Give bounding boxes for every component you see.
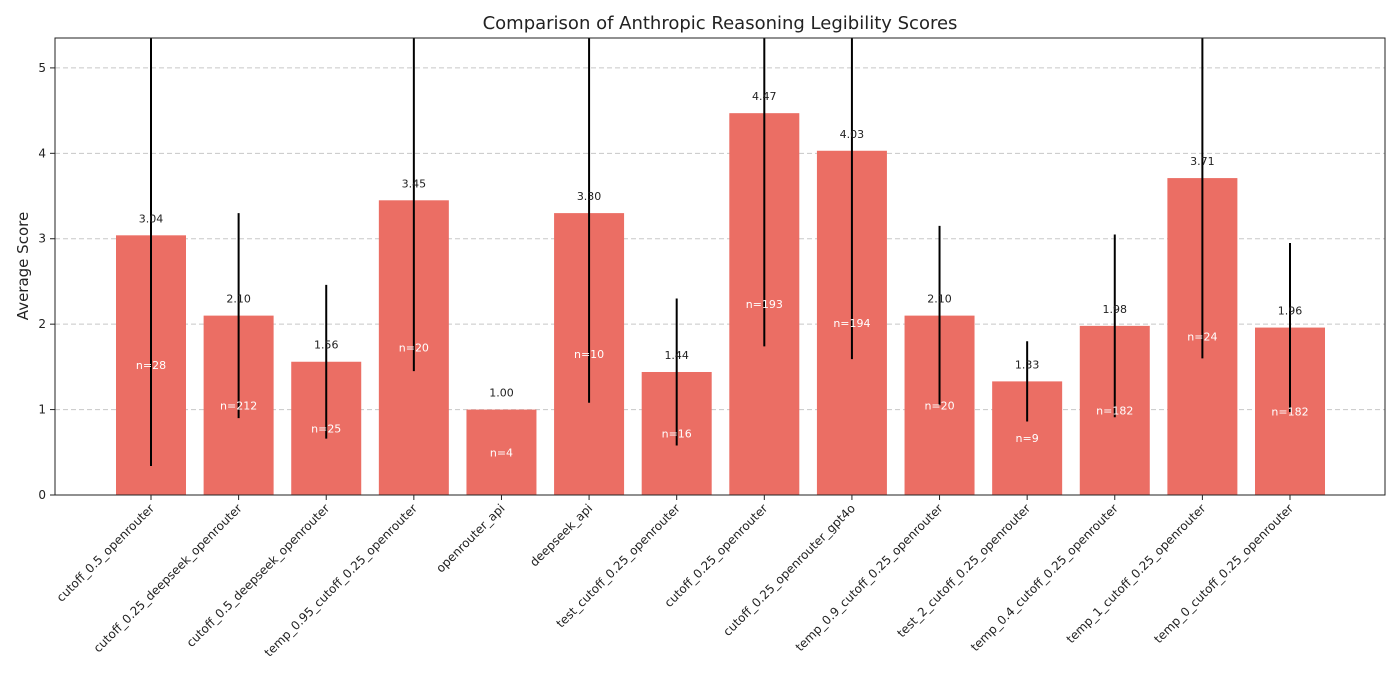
count-label: n=182 (1096, 404, 1133, 417)
count-label: n=194 (833, 317, 870, 330)
value-label: 4.03 (840, 128, 865, 141)
x-tick-label: temp_1_cutoff_0.25_openrouter (1064, 501, 1209, 646)
x-tick-label: cutoff_0.5_deepseek_openrouter (184, 501, 333, 650)
count-label: n=182 (1271, 405, 1308, 418)
x-tick-label: temp_0.9_cutoff_0.25_openrouter (793, 501, 946, 654)
count-label: n=4 (490, 446, 513, 459)
x-tick-label: temp_0_cutoff_0.25_openrouter (1151, 501, 1296, 646)
count-label: n=193 (746, 298, 783, 311)
value-label: 1.44 (664, 349, 689, 362)
chart-title: Comparison of Anthropic Reasoning Legibi… (483, 13, 958, 34)
count-label: n=16 (662, 427, 692, 440)
x-tick-label: temp_0.95_cutoff_0.25_openrouter (262, 501, 420, 659)
count-label: n=20 (924, 399, 954, 412)
value-label: 2.10 (226, 293, 251, 306)
value-label: 3.45 (402, 177, 427, 190)
bars (116, 113, 1325, 496)
bar (466, 409, 537, 495)
grid-lines (55, 67, 1385, 411)
count-label: n=28 (136, 359, 166, 372)
value-label: 3.71 (1190, 155, 1215, 168)
count-label: n=10 (574, 348, 604, 361)
y-tick-label: 3 (38, 232, 46, 246)
y-axis-label: Average Score (14, 212, 32, 320)
count-label: n=212 (220, 399, 257, 412)
plot-frame (54, 37, 1386, 496)
x-axis-ticks: cutoff_0.5_openroutercutoff_0.25_deepsee… (54, 495, 1296, 660)
x-tick-label: cutoff_0.5_openrouter (54, 501, 157, 604)
value-label: 1.33 (1015, 358, 1040, 371)
x-tick-label: cutoff_0.25_openrouter (662, 501, 771, 610)
count-label: n=24 (1187, 331, 1217, 344)
value-label: 1.00 (489, 387, 514, 400)
x-tick-label: openrouter_api (433, 501, 507, 575)
x-tick-label: temp_0.4_cutoff_0.25_openrouter (968, 501, 1121, 654)
value-label: 4.47 (752, 90, 777, 103)
y-tick-label: 0 (38, 488, 46, 502)
y-tick-label: 5 (38, 61, 46, 75)
value-label: 1.96 (1278, 305, 1303, 318)
data-labels: 3.04 n=28 2.10 n=212 1.56 n=25 3.45 n=20 1.00 n=4… (136, 90, 1309, 459)
y-tick-label: 1 (38, 403, 46, 417)
count-label: n=25 (311, 422, 341, 435)
y-axis-ticks: 0 1 2 3 4 5 (38, 61, 55, 502)
count-label: n=20 (399, 342, 429, 355)
value-label: 1.56 (314, 339, 339, 352)
y-tick-label: 2 (38, 317, 46, 331)
x-tick-label: deepseek_api (527, 501, 595, 569)
error-bars (150, 38, 1291, 466)
x-tick-label: cutoff_0.25_deepseek_openrouter (91, 501, 245, 655)
value-label: 2.10 (927, 293, 952, 306)
value-label: 1.98 (1103, 303, 1128, 316)
count-label: n=9 (1016, 432, 1039, 445)
y-tick-label: 4 (38, 146, 46, 160)
value-label: 3.30 (577, 190, 602, 203)
value-label: 3.04 (139, 212, 164, 225)
